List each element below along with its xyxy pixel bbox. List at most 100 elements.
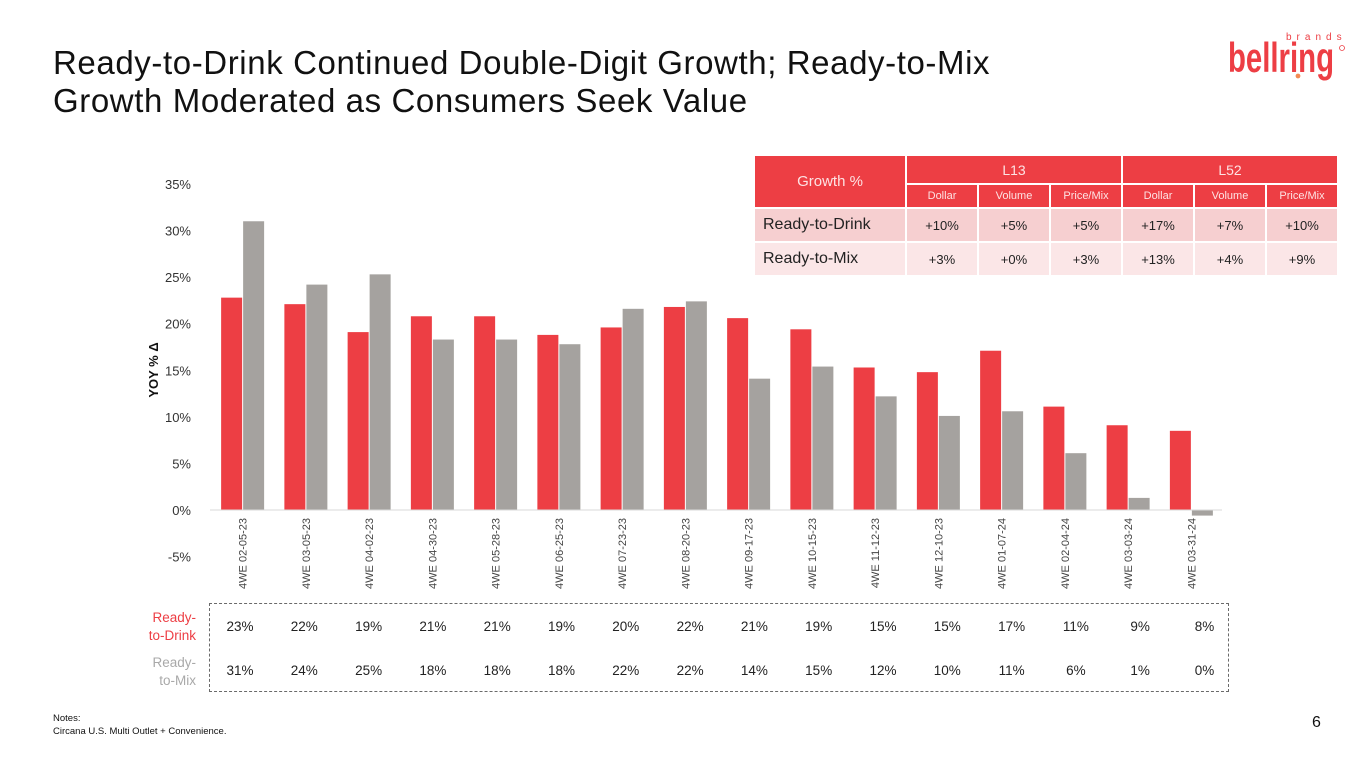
x-tick-label: 4WE 06-25-23	[554, 518, 566, 589]
x-tick-label: 4WE 03-31-24	[1186, 518, 1198, 589]
bar-ready-to-mix	[685, 301, 707, 510]
bar-ready-to-mix	[559, 344, 581, 510]
growth-table-cell: +10%	[905, 207, 979, 243]
growth-table-row-rtd: Ready-to-Drink +10% +5% +5% +17% +7% +10…	[753, 207, 1339, 243]
x-tick-label: 4WE 10-15-23	[807, 518, 819, 589]
bar-ready-to-drink	[980, 350, 1002, 510]
growth-table-cell: +3%	[1049, 241, 1123, 277]
growth-table-row-label: Ready-to-Drink	[753, 207, 907, 243]
summary-value-ready-to-drink: 21%	[740, 619, 768, 634]
bars	[221, 221, 1213, 516]
slide-title: Ready-to-Drink Continued Double-Digit Gr…	[53, 44, 990, 120]
summary-label-line: to-Drink	[148, 628, 196, 643]
summary-value-ready-to-drink: 19%	[355, 619, 383, 634]
y-axis-title: YOY % Δ	[146, 342, 161, 397]
summary-values-box	[209, 603, 1229, 692]
bar-ready-to-mix	[369, 274, 391, 510]
summary-value-ready-to-drink: 15%	[933, 619, 961, 634]
summary-value-ready-to-mix: 18%	[483, 663, 511, 678]
x-tick-label: 4WE 12-10-23	[933, 518, 945, 589]
x-tick-label: 4WE 09-17-23	[744, 518, 756, 589]
growth-table-row-rtm: Ready-to-Mix +3% +0% +3% +13% +4% +9%	[753, 241, 1339, 277]
bar-ready-to-mix	[622, 308, 644, 510]
x-tick-label: 4WE 02-04-24	[1060, 518, 1072, 589]
bar-ready-to-drink	[284, 304, 306, 510]
bar-ready-to-drink	[410, 316, 432, 510]
growth-table-subheader: Price/Mix	[1265, 183, 1339, 209]
notes-text: Circana U.S. Multi Outlet + Convenience.	[53, 726, 227, 737]
growth-table-subheader: Volume	[977, 183, 1051, 209]
bar-ready-to-drink	[1106, 425, 1128, 510]
growth-table-cell: +5%	[1049, 207, 1123, 243]
x-tick-label: 4WE 04-02-23	[364, 518, 376, 589]
bar-ready-to-mix	[749, 378, 771, 510]
y-tick-label: 5%	[172, 456, 191, 471]
y-tick-label: 25%	[165, 270, 191, 285]
x-tick-label: 4WE 01-07-24	[997, 518, 1009, 589]
summary-value-ready-to-drink: 19%	[547, 619, 576, 634]
growth-table-cell: +13%	[1121, 241, 1195, 277]
growth-table-period-l13: L13	[905, 154, 1123, 185]
summary-value-ready-to-mix: 25%	[355, 663, 383, 678]
x-tick-label: 4WE 03-03-24	[1123, 518, 1135, 589]
notes-label: Notes:	[53, 713, 81, 724]
summary-value-ready-to-drink: 19%	[805, 619, 833, 634]
bar-ready-to-mix	[812, 366, 834, 510]
logo-brands-text: brands	[1286, 32, 1347, 43]
growth-table-row-label: Ready-to-Mix	[753, 241, 907, 277]
summary-label-line: Ready-	[152, 655, 196, 670]
bar-ready-to-mix	[1065, 453, 1087, 510]
y-tick-label: 30%	[165, 224, 191, 239]
x-axis: 4WE 02-05-23 4WE 03-05-23 4WE 04-02-23 4WE …	[238, 518, 1199, 589]
summary-value-ready-to-mix: 22%	[612, 663, 640, 678]
bar-ready-to-mix	[875, 396, 897, 510]
summary-value-ready-to-mix: 22%	[676, 663, 704, 678]
x-tick-label: 4WE 05-28-23	[491, 518, 503, 589]
summary-value-ready-to-mix: 0%	[1194, 663, 1215, 678]
growth-table-cell: +17%	[1121, 207, 1195, 243]
summary-value-ready-to-mix: 6%	[1066, 663, 1086, 678]
bar-ready-to-drink	[1043, 406, 1065, 510]
summary-value-ready-to-mix: 18%	[419, 663, 447, 678]
summary-label-line: to-Mix	[159, 673, 196, 688]
bar-ready-to-drink	[663, 306, 685, 510]
growth-table-cell: +4%	[1193, 241, 1267, 277]
y-tick-label: 15%	[165, 363, 191, 378]
summary-value-ready-to-mix: 24%	[290, 663, 318, 678]
bar-ready-to-mix	[243, 221, 265, 511]
bar-ready-to-mix	[496, 339, 518, 510]
summary-value-ready-to-drink: 21%	[483, 619, 511, 634]
bar-ready-to-drink	[790, 329, 812, 510]
bar-ready-to-drink	[474, 316, 496, 510]
slide-title-line-2: Growth Moderated as Consumers Seek Value	[53, 82, 748, 119]
bar-ready-to-drink	[1169, 430, 1191, 510]
bar-ready-to-mix	[306, 284, 328, 510]
bar-ready-to-drink	[727, 318, 749, 510]
x-tick-label: 4WE 11-12-23	[870, 518, 882, 588]
growth-table-subheader: Dollar	[1121, 183, 1195, 209]
summary-label-ready-to-drink: Ready-to-Drink	[116, 609, 196, 645]
summary-value-ready-to-drink: 9%	[1130, 619, 1150, 634]
growth-table-cell: +3%	[905, 241, 979, 277]
growth-table-period-l52: L52	[1121, 154, 1339, 185]
growth-table-subheader: Volume	[1193, 183, 1267, 209]
summary-value-ready-to-drink: 22%	[290, 619, 318, 634]
summary-value-ready-to-drink: 15%	[869, 619, 897, 634]
summary-value-ready-to-drink: 8%	[1194, 619, 1215, 634]
x-tick-label: 4WE 03-05-23	[301, 518, 313, 589]
logo-dot-icon	[1295, 73, 1301, 79]
y-tick-label: 10%	[165, 410, 191, 425]
summary-value-ready-to-drink: 17%	[998, 619, 1026, 634]
summary-label-line: Ready-	[152, 610, 196, 625]
registered-mark-icon	[1339, 45, 1345, 51]
summary-value-ready-to-drink: 20%	[612, 619, 640, 634]
bar-ready-to-mix	[1002, 411, 1024, 510]
bar-ready-to-drink	[916, 372, 938, 510]
bar-ready-to-drink	[600, 327, 622, 510]
growth-table-cell: +10%	[1265, 207, 1339, 243]
y-tick-label: 0%	[172, 503, 191, 518]
growth-table-subheader: Price/Mix	[1049, 183, 1123, 209]
bar-ready-to-mix	[1191, 510, 1213, 516]
growth-table-cell: +9%	[1265, 241, 1339, 277]
y-tick-label: 35%	[165, 177, 191, 192]
